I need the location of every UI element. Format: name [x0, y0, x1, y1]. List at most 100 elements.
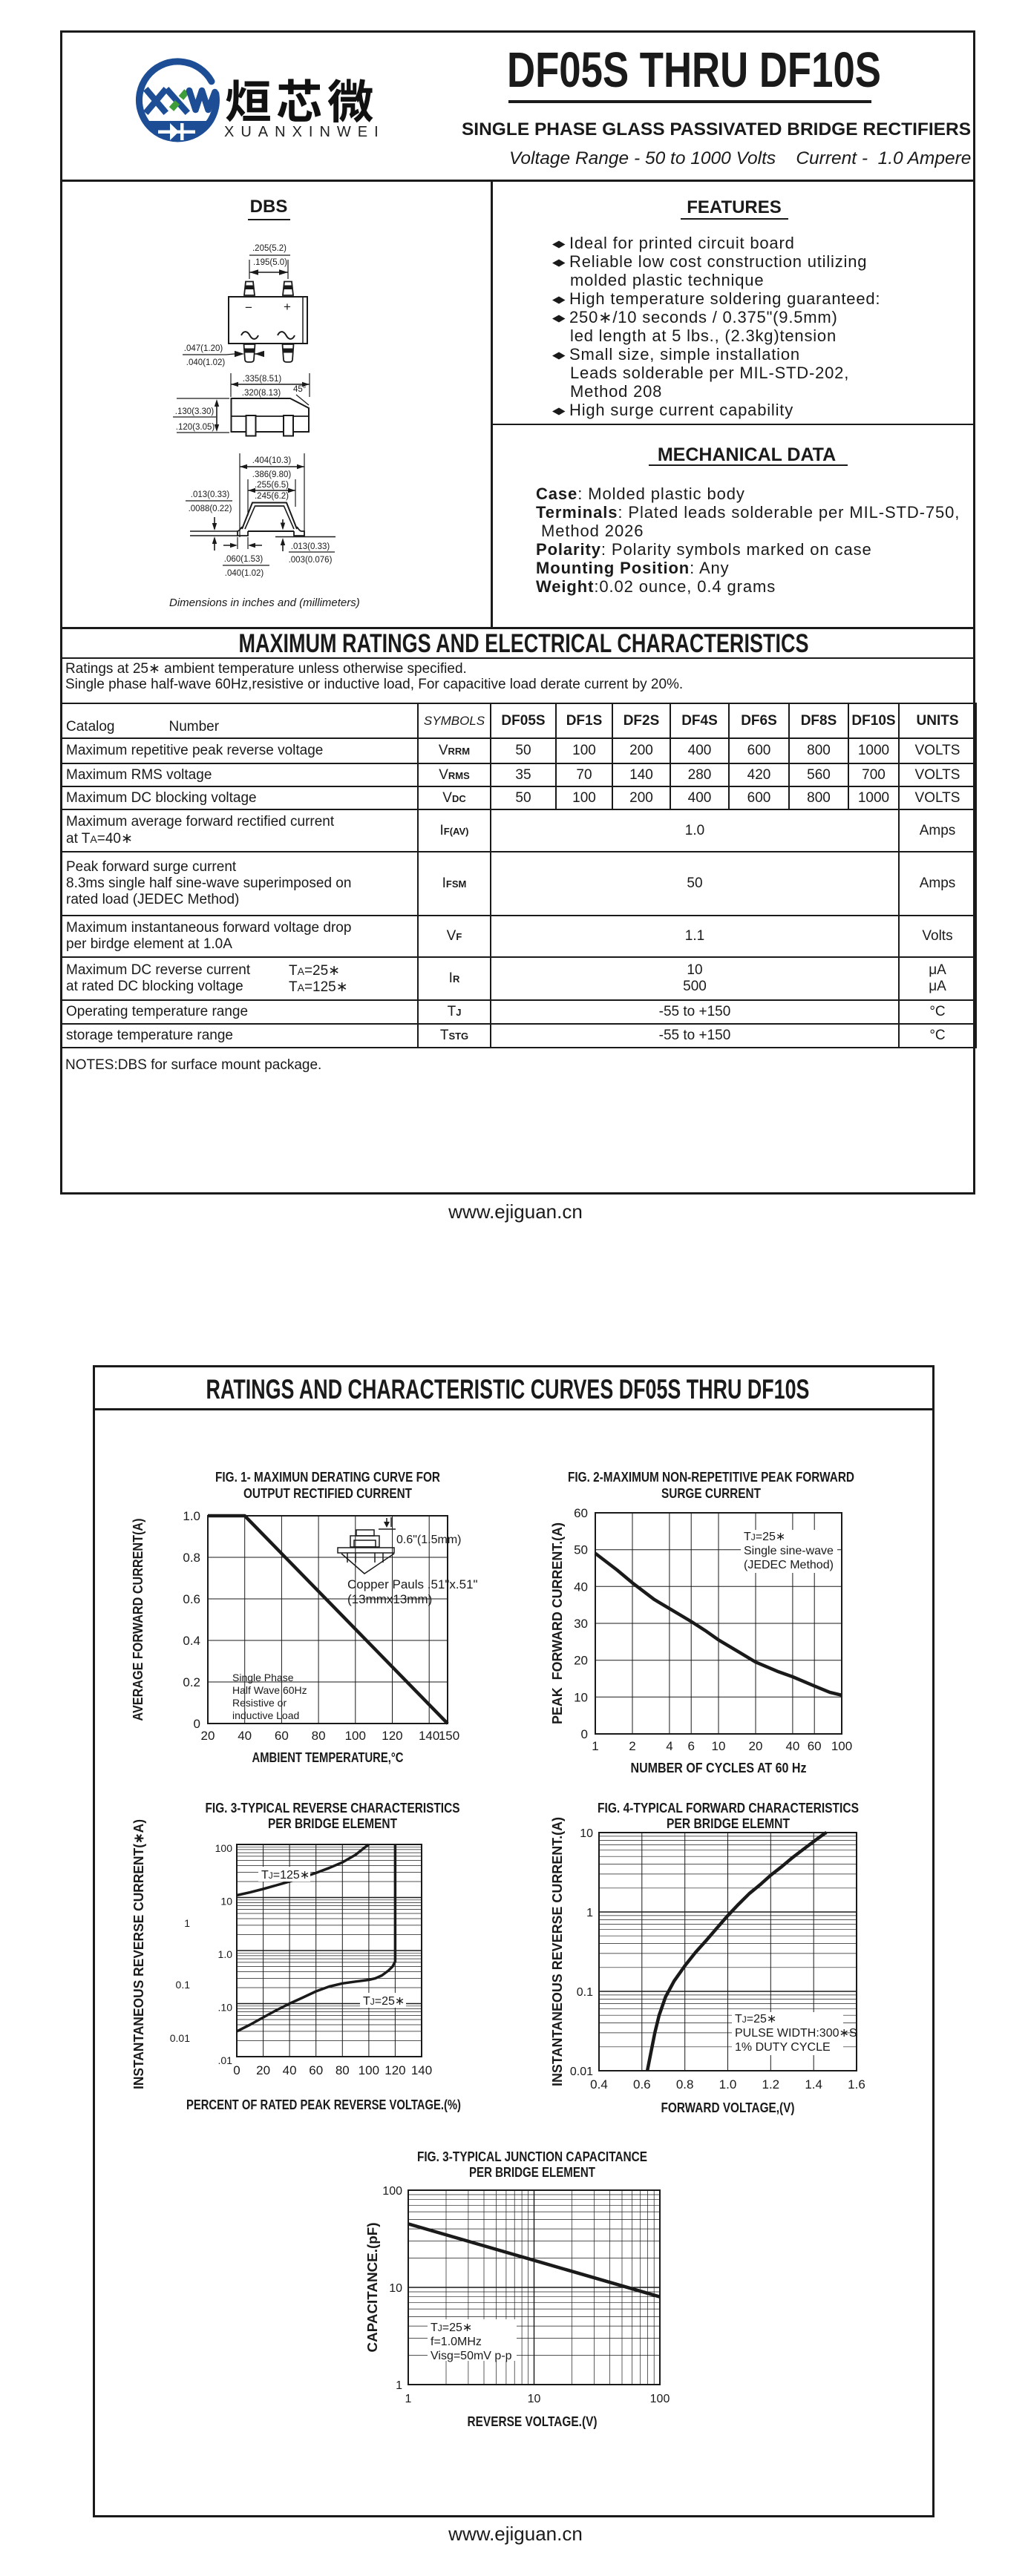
svg-text:.386(9.80): .386(9.80) [252, 470, 292, 479]
svg-text:60: 60 [574, 1506, 588, 1520]
svg-text:REVERSE VOLTAGE.(V): REVERSE VOLTAGE.(V) [468, 2414, 598, 2429]
svg-text:0: 0 [233, 2063, 240, 2077]
svg-text:.10: .10 [218, 2002, 233, 2014]
svg-text:PER BRIDGE ELEMENT: PER BRIDGE ELEMENT [268, 1816, 397, 1831]
svg-text:TJ=125∗: TJ=125∗ [261, 1869, 310, 1882]
svg-text:30: 30 [574, 1617, 588, 1631]
svg-text:.047(1.20): .047(1.20) [184, 344, 223, 353]
svg-text:0.1: 0.1 [577, 1986, 593, 1999]
svg-text:0: 0 [581, 1727, 588, 1741]
svg-text:OUTPUT RECTIFIED CURRENT: OUTPUT RECTIFIED CURRENT [243, 1486, 412, 1501]
svg-text:150: 150 [439, 1729, 459, 1743]
svg-text:f=1.0MHz: f=1.0MHz [431, 2336, 482, 2348]
svg-text:1.0: 1.0 [183, 1509, 200, 1523]
svg-text:PEAK FORWARD CURRENT.(A): PEAK FORWARD CURRENT.(A) [550, 1522, 565, 1724]
svg-text:INSTANTANEOUS REVERSE CURRENT(: INSTANTANEOUS REVERSE CURRENT(∗A) [131, 1819, 146, 2089]
svg-text:1.6: 1.6 [848, 2077, 865, 2092]
svg-text:.01: .01 [218, 2054, 233, 2066]
svg-text:.404(10.3): .404(10.3) [252, 456, 292, 465]
svg-text:(JEDEC Method): (JEDEC Method) [744, 1559, 834, 1571]
svg-text:TJ=25∗: TJ=25∗ [735, 2013, 776, 2025]
svg-text:CAPACITANCE.(pF): CAPACITANCE.(pF) [365, 2222, 380, 2352]
svg-text:6: 6 [687, 1739, 694, 1753]
svg-text:0.6"(1.5mm): 0.6"(1.5mm) [396, 1534, 461, 1546]
svg-text:0.01: 0.01 [170, 2032, 190, 2044]
svg-text:40: 40 [238, 1729, 252, 1743]
svg-text:(13mmx13mm): (13mmx13mm) [347, 1592, 432, 1606]
svg-text:.320(8.13): .320(8.13) [242, 389, 281, 398]
svg-text:AVERAGE FORWARD CURRENT(A): AVERAGE FORWARD CURRENT(A) [131, 1518, 145, 1721]
svg-text:PER BRIDGE ELEMNT: PER BRIDGE ELEMNT [667, 1816, 790, 1831]
svg-text:100: 100 [359, 2063, 379, 2077]
svg-text:FIG. 3-TYPICAL REVERSE CHARACT: FIG. 3-TYPICAL REVERSE CHARACTERISTICS [206, 1801, 460, 1816]
svg-text:.120(3.05): .120(3.05) [176, 423, 215, 432]
svg-text:10: 10 [389, 2282, 402, 2295]
svg-text:INSTANTANEOUS REVERSE CURRENT.: INSTANTANEOUS REVERSE CURRENT.(A) [550, 1817, 565, 2086]
svg-text:.245(6.2): .245(6.2) [255, 492, 289, 501]
svg-text:60: 60 [808, 1739, 822, 1753]
svg-text:1: 1 [396, 2379, 402, 2392]
svg-text:1: 1 [586, 1907, 593, 1919]
svg-text:+: + [284, 300, 291, 314]
svg-text:0.4: 0.4 [590, 2077, 608, 2092]
svg-text:.335(8.51): .335(8.51) [243, 375, 282, 384]
svg-text:.205(5.2): .205(5.2) [252, 244, 287, 253]
svg-text:1.0: 1.0 [218, 1948, 233, 1960]
svg-text:60: 60 [309, 2063, 323, 2077]
svg-text:10: 10 [712, 1739, 726, 1753]
svg-text:1: 1 [405, 2393, 412, 2405]
svg-text:.013(0.33): .013(0.33) [191, 490, 230, 499]
svg-text:Copper Pauls .51"x.51": Copper Pauls .51"x.51" [347, 1577, 478, 1591]
svg-text:20: 20 [749, 1739, 763, 1753]
svg-text:120: 120 [382, 1729, 402, 1743]
svg-text:0.8: 0.8 [676, 2077, 694, 2092]
svg-text:100: 100 [831, 1739, 852, 1753]
svg-text:.003(0.076): .003(0.076) [289, 556, 333, 565]
svg-text:1.0: 1.0 [719, 2077, 737, 2092]
svg-text:140: 140 [411, 2063, 432, 2077]
svg-text:1: 1 [592, 1739, 598, 1753]
svg-text:.195(5.0): .195(5.0) [253, 258, 287, 267]
svg-text:TJ=25∗: TJ=25∗ [744, 1531, 785, 1543]
svg-text:FORWARD VOLTAGE,(V): FORWARD VOLTAGE,(V) [661, 2100, 795, 2115]
svg-text:10: 10 [528, 2393, 541, 2405]
svg-text:40: 40 [283, 2063, 297, 2077]
svg-text:NUMBER OF CYCLES AT 60 Hz: NUMBER OF CYCLES AT 60 Hz [631, 1761, 807, 1775]
svg-text:TJ=25∗: TJ=25∗ [363, 1995, 405, 2008]
svg-text:PERCENT OF RATED PEAK REVERSE: PERCENT OF RATED PEAK REVERSE VOLTAGE.(%… [186, 2097, 461, 2112]
svg-text:FIG. 2-MAXIMUM NON-REPETITIVE: FIG. 2-MAXIMUM NON-REPETITIVE PEAK FORWA… [568, 1470, 854, 1485]
svg-text:Resistive or: Resistive or [232, 1697, 287, 1709]
svg-text:100: 100 [382, 2185, 402, 2198]
svg-text:100: 100 [215, 1842, 233, 1854]
svg-text:1.4: 1.4 [805, 2077, 822, 2092]
svg-text:.040(1.02): .040(1.02) [225, 569, 264, 578]
svg-text:0.1: 0.1 [176, 1979, 191, 1991]
svg-text:.0088(0.22): .0088(0.22) [189, 505, 232, 513]
svg-text:.060(1.53): .060(1.53) [224, 555, 264, 564]
svg-text:60: 60 [275, 1729, 289, 1743]
svg-text:SURGE CURRENT: SURGE CURRENT [661, 1486, 761, 1501]
svg-text:1% DUTY CYCLE: 1% DUTY CYCLE [735, 2041, 831, 2054]
svg-text:20: 20 [201, 1729, 215, 1743]
svg-text:0.4: 0.4 [183, 1634, 200, 1648]
svg-text:Single Phase: Single Phase [232, 1672, 294, 1683]
svg-text:AMBIENT TEMPERATURE,°C: AMBIENT TEMPERATURE,°C [252, 1750, 404, 1765]
svg-text:10: 10 [580, 1827, 593, 1840]
svg-text:50: 50 [574, 1543, 588, 1557]
svg-text:20: 20 [574, 1654, 588, 1668]
svg-text:.013(0.33): .013(0.33) [291, 542, 330, 551]
svg-text:80: 80 [336, 2063, 350, 2077]
svg-text:2: 2 [629, 1739, 635, 1753]
svg-text:20: 20 [256, 2063, 270, 2077]
svg-text:.255(6.5): .255(6.5) [255, 481, 289, 490]
svg-text:140: 140 [419, 1729, 439, 1743]
svg-text:FIG. 1- MAXIMUN DERATING CURVE: FIG. 1- MAXIMUN DERATING CURVE FOR [215, 1470, 440, 1485]
svg-text:120: 120 [384, 2063, 405, 2077]
svg-text:10: 10 [574, 1690, 588, 1704]
svg-text:FIG. 4-TYPICAL FORWARD CHARACT: FIG. 4-TYPICAL FORWARD CHARACTERISTICS [598, 1801, 859, 1816]
svg-text:.040(1.02): .040(1.02) [186, 358, 226, 367]
svg-text:.130(3.30): .130(3.30) [175, 407, 215, 416]
svg-text:40: 40 [574, 1580, 588, 1594]
svg-text:4: 4 [666, 1739, 672, 1753]
svg-text:Half Wave 60Hz: Half Wave 60Hz [232, 1684, 307, 1696]
